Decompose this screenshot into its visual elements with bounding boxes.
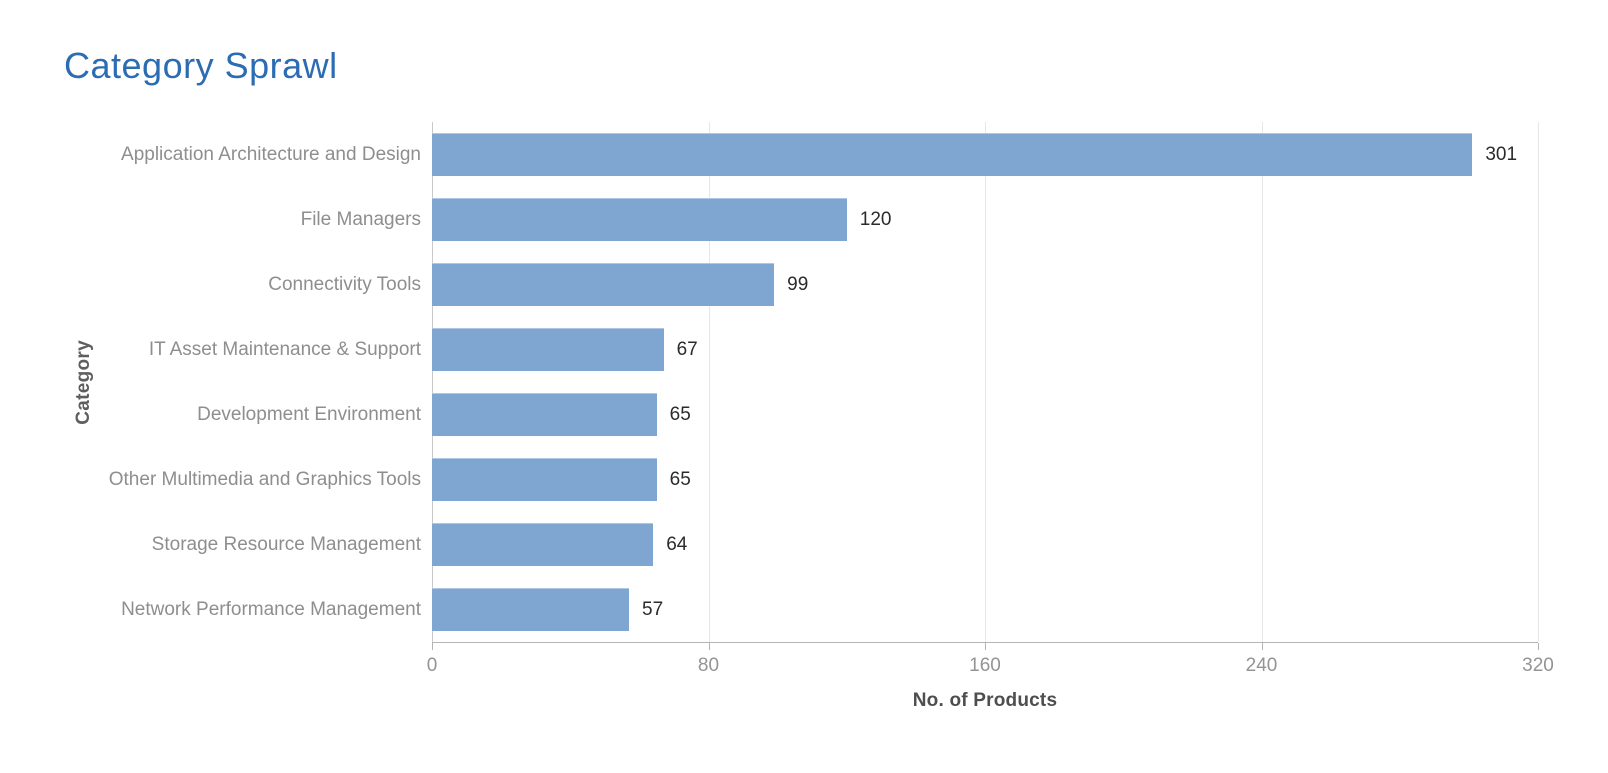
bar[interactable] [432,458,657,501]
y-axis-title-column: Category [64,122,104,642]
axis-tick [985,643,986,650]
bar-value-label: 65 [669,403,691,425]
bar-track: 65 [432,447,1538,512]
axis-tick [708,643,710,650]
bar-value-label: 67 [676,338,698,360]
x-axis-title: No. of Products [912,690,1058,711]
gridline [1538,122,1539,642]
tick-label: 240 [1245,655,1278,676]
bar-value-label: 99 [787,273,809,295]
bar[interactable] [432,133,1473,176]
bar-track: 57 [432,577,1538,642]
bar-track: 64 [432,512,1538,577]
category-label: Development Environment [197,403,421,425]
chart-row: Connectivity Tools 99 [104,252,1538,317]
gridline [1261,122,1263,642]
x-axis-title-row: No. of Products [432,690,1538,712]
chart-row: Application Architecture and Design 301 [104,122,1538,187]
bar-track: 67 [432,317,1538,382]
bar-track: 301 [432,122,1538,187]
tick-label: 320 [1522,655,1554,676]
bar[interactable] [432,198,847,241]
axis-tick [1261,643,1263,650]
bar-value-label: 301 [1485,143,1518,165]
category-label: Connectivity Tools [268,273,421,295]
chart-title: Category Sprawl [64,45,338,86]
bar[interactable] [432,523,654,566]
bar-value-label: 65 [669,468,691,490]
bar-rows: Application Architecture and Design 301 Fi… [104,122,1538,642]
plot-area: Application Architecture and Design 301 Fi… [104,122,1554,712]
bar-value-label: 64 [666,533,688,555]
chart-row: Other Multimedia and Graphics Tools 65 [104,447,1538,512]
gridlines [432,122,1539,642]
category-label: Storage Resource Management [151,533,421,555]
bar-track: 99 [432,252,1538,317]
chart-row: Storage Resource Management 64 [104,512,1538,577]
gridline [985,122,986,642]
category-label: Other Multimedia and Graphics Tools [108,468,421,490]
plot-rows-wrapper: Application Architecture and Design 301 Fi… [104,122,1539,642]
category-label: Application Architecture and Design [121,143,421,165]
y-axis-baseline [432,122,433,642]
bar[interactable] [432,328,664,371]
bar[interactable] [432,263,775,306]
bar-value-label: 120 [859,208,892,230]
tick-label: 160 [969,655,1001,676]
category-label: IT Asset Maintenance & Support [148,338,421,360]
tick-label: 0 [426,655,438,676]
bar-value-label: 57 [642,598,664,620]
bar[interactable] [432,393,657,436]
category-label: File Managers [300,208,421,230]
category-label: Network Performance Management [121,598,421,620]
bar[interactable] [432,588,629,631]
bar-track: 120 [432,187,1538,252]
y-axis-title: Category [73,339,94,425]
x-axis-line [432,642,1539,650]
chart-row: Network Performance Management 57 [104,577,1538,642]
chart-row: File Managers 120 [104,187,1538,252]
gridline [708,122,710,642]
chart-row: IT Asset Maintenance & Support 67 [104,317,1538,382]
axis-tick [1538,643,1539,650]
chart-row: Development Environment 65 [104,382,1538,447]
axis-tick [432,643,433,650]
x-axis-tick-labels: 0 80 160 240 320 [427,655,1554,681]
bar-chart: Category Application Architecture and De… [64,122,1554,712]
tick-label: 80 [697,655,720,676]
bar-track: 65 [432,382,1538,447]
